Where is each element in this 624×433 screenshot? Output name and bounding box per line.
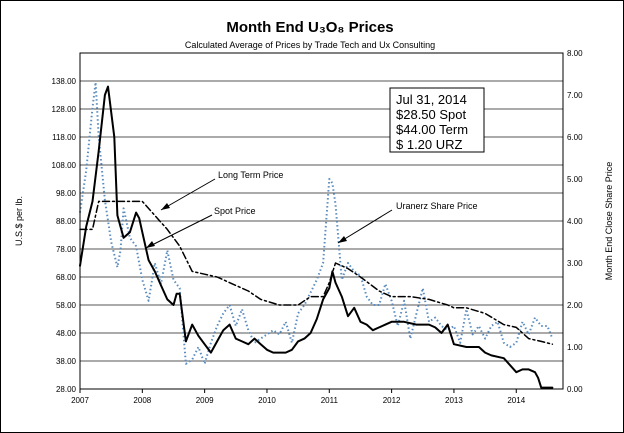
y-tick-label: 128.00 (52, 105, 77, 114)
info-box-spot: $28.50 Spot (396, 107, 467, 122)
spot-label: Spot Price (214, 206, 256, 216)
y-tick-label: 78.00 (56, 245, 77, 254)
plot-area (79, 52, 564, 390)
y-tick-label: 28.00 (56, 385, 77, 394)
annotation-long-term: Long Term Price (160, 170, 283, 211)
y-tick-label: 88.00 (56, 217, 77, 226)
y2-axis-ticks: 0.00 1.00 2.00 3.00 4.00 5.00 6.00 7.00 8.00 (567, 49, 583, 394)
x-tick-label: 2014 (507, 396, 525, 405)
y-axis-title: U.S.$ per lb. (14, 196, 24, 246)
info-box-date: Jul 31, 2014 (396, 92, 467, 107)
x-tick-label: 2009 (196, 396, 214, 405)
long-term-label: Long Term Price (218, 170, 283, 180)
chart-subtitle: Calculated Average of Prices by Trade Te… (185, 40, 435, 50)
y2-tick-label: 5.00 (567, 175, 583, 184)
x-tick-label: 2007 (71, 396, 89, 405)
y-axis-ticks: 28.00 38.00 48.00 58.00 68.00 78.00 88.00 98.00… (52, 77, 77, 394)
x-tick-label: 2012 (383, 396, 401, 405)
series-uranerz-share-price (79, 81, 554, 365)
annotation-uranerz: Uranerz Share Price (337, 201, 478, 244)
x-axis-ticks: 2007 2008 2009 2010 2011 2012 2013 2014 (71, 389, 526, 405)
y2-tick-label: 1.00 (567, 343, 583, 352)
y2-axis-title: Month End Close Share Price (604, 162, 614, 281)
y-tick-label: 98.00 (56, 189, 77, 198)
series-long-term-price (79, 200, 554, 345)
y2-tick-label: 0.00 (567, 385, 583, 394)
long-term-arrow (160, 178, 216, 211)
y-tick-label: 38.00 (56, 357, 77, 366)
y2-tick-label: 7.00 (567, 91, 583, 100)
y-tick-label: 48.00 (56, 329, 77, 338)
x-tick-label: 2008 (133, 396, 151, 405)
info-box-urz: $ 1.20 URZ (396, 137, 463, 152)
gridlines (80, 80, 563, 362)
y2-tick-label: 2.00 (567, 301, 583, 310)
chart-title: Month End U₃O₈ Prices (226, 19, 393, 36)
x-tick-label: 2013 (445, 396, 463, 405)
y-tick-label: 58.00 (56, 301, 77, 310)
annotation-spot: Spot Price (145, 206, 256, 249)
uranerz-label: Uranerz Share Price (396, 201, 478, 211)
y-tick-label: 118.00 (52, 133, 76, 142)
spot-arrow (145, 214, 213, 249)
y-tick-label: 68.00 (56, 273, 77, 282)
long-term-arrowhead (161, 203, 170, 210)
uranerz-arrowhead (338, 236, 347, 243)
y-tick-label: 138.00 (52, 77, 77, 86)
y2-tick-label: 3.00 (567, 259, 583, 268)
spot-arrowhead (146, 241, 155, 248)
y2-tick-label: 4.00 (567, 217, 583, 226)
series-spot-price (79, 85, 554, 389)
info-box-term: $44.00 Term (396, 122, 468, 137)
y2-tick-label: 6.00 (567, 133, 583, 142)
x-tick-label: 2010 (258, 396, 276, 405)
x-tick-label: 2011 (321, 396, 339, 405)
info-box: Jul 31, 2014 $28.50 Spot $44.00 Term $ 1… (389, 87, 485, 153)
uranerz-arrow (337, 209, 393, 244)
series-layer (79, 81, 554, 389)
y-tick-label: 108.00 (52, 161, 77, 170)
y2-tick-label: 8.00 (567, 49, 583, 58)
info-box-border (389, 87, 485, 153)
